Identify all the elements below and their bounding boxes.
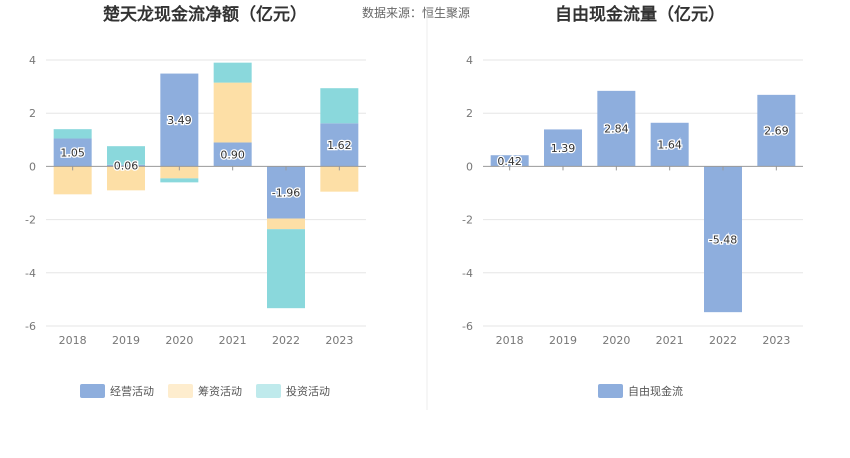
y-tick-label: 0 — [466, 160, 473, 173]
data-label: 1.64 — [657, 139, 682, 152]
x-tick-label: 2020 — [602, 334, 630, 347]
bar — [160, 178, 199, 183]
y-tick-label: -6 — [25, 320, 36, 333]
x-tick-label: 2023 — [325, 334, 353, 347]
y-tick-label: 0 — [29, 160, 36, 173]
bar — [544, 129, 582, 167]
y-tick-label: 2 — [466, 107, 473, 120]
legend-swatch — [168, 384, 193, 398]
legend-swatch — [598, 384, 623, 398]
bar — [650, 122, 689, 167]
bar — [267, 229, 305, 309]
x-tick-label: 2022 — [272, 334, 300, 347]
data-source-label: 数据来源：恒生聚源 — [362, 5, 470, 20]
chart-1-plot: -6 -4 -2 0 2 4 2018 2019 2020 2021 2022 2023 1.05 0.0… — [25, 54, 366, 347]
x-tick-label: 2021 — [219, 334, 247, 347]
bar — [107, 146, 145, 165]
y-tick-label: -6 — [462, 320, 473, 333]
bar — [213, 142, 252, 167]
x-tick-label: 2022 — [709, 334, 737, 347]
y-tick-label: -2 — [462, 214, 473, 227]
y-tick-label: 4 — [466, 54, 473, 67]
bar — [160, 73, 199, 167]
x-tick-label: 2019 — [112, 334, 140, 347]
x-tick-label: 2020 — [165, 334, 193, 347]
bar — [107, 166, 145, 191]
y-tick-label: -4 — [25, 267, 36, 280]
bar — [53, 129, 92, 139]
legend-label: 经营活动 — [110, 384, 154, 398]
chart-2-title: 自由现金流量（亿元） — [555, 4, 725, 25]
chart-1-legend: 经营活动 筹资活动 投资活动 — [80, 384, 330, 398]
bar — [490, 155, 529, 167]
data-label: -1.96 — [272, 186, 300, 199]
bar — [160, 166, 199, 179]
bar — [320, 88, 359, 124]
y-tick-label: -2 — [25, 214, 36, 227]
data-label: 0.06 — [114, 160, 139, 173]
legend-swatch — [256, 384, 281, 398]
y-tick-label: 4 — [29, 54, 36, 67]
x-tick-label: 2019 — [549, 334, 577, 347]
bar — [267, 218, 305, 230]
data-label: 0.90 — [220, 148, 245, 161]
x-tick-label: 2018 — [59, 334, 87, 347]
chart-2-legend: 自由现金流 — [598, 384, 683, 398]
data-label: 2.69 — [764, 125, 789, 138]
legend-label: 投资活动 — [286, 384, 330, 398]
data-label: 0.42 — [497, 155, 522, 168]
bar — [320, 123, 359, 167]
bar — [53, 138, 92, 167]
bar — [213, 82, 252, 143]
data-label: 1.39 — [551, 142, 576, 155]
data-label: 1.62 — [327, 139, 352, 152]
bar — [757, 94, 796, 167]
y-tick-label: 2 — [29, 107, 36, 120]
chart-1-title: 楚天龙现金流净额（亿元） — [103, 4, 307, 25]
y-tick-label: -4 — [462, 267, 473, 280]
x-tick-label: 2023 — [762, 334, 790, 347]
data-label: 1.05 — [60, 146, 85, 159]
data-label: -5.48 — [709, 233, 737, 246]
bar — [320, 166, 359, 192]
bar — [53, 166, 92, 195]
legend-swatch — [80, 384, 105, 398]
bar — [704, 166, 742, 313]
legend-label: 筹资活动 — [198, 384, 242, 398]
x-tick-label: 2018 — [496, 334, 524, 347]
data-label: 3.49 — [167, 114, 192, 127]
bar — [107, 164, 145, 167]
bar — [267, 166, 305, 219]
chart-2-plot: -6 -4 -2 0 2 4 2018 2019 2020 2021 2022 2023 0.42 1.3… — [462, 54, 803, 347]
legend-label: 自由现金流 — [628, 384, 683, 398]
x-tick-label: 2021 — [656, 334, 684, 347]
bar — [597, 90, 636, 167]
bar — [213, 62, 252, 83]
data-label: 2.84 — [604, 123, 629, 136]
